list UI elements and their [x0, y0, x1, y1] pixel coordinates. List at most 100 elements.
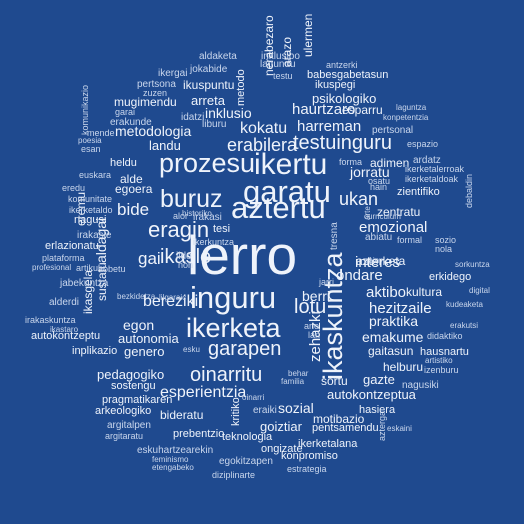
cloud-word: didaktiko [427, 331, 463, 341]
cloud-word: aztertu [231, 190, 326, 225]
cloud-word: esperientzia [160, 384, 247, 401]
cloud-word: argitalpen [107, 420, 151, 431]
cloud-word: autonomia [118, 331, 179, 346]
cloud-word: bideratu [160, 408, 204, 422]
cloud-word: curriculum [364, 212, 401, 221]
cloud-word: bide [117, 200, 150, 219]
cloud-word: aktibo [366, 284, 407, 301]
cloud-word: ulermen [301, 13, 315, 57]
cloud-word: autokontzeptua [327, 387, 416, 402]
cloud-word: forma [339, 157, 363, 167]
cloud-word: hasiera [359, 404, 396, 416]
cloud-word: heldu [110, 157, 137, 169]
cloud-word: kokatu [240, 120, 288, 137]
cloud-word: irakasi [193, 212, 222, 223]
cloud-word: landu [149, 138, 181, 153]
cloud-word: metodologia [115, 123, 192, 139]
cloud-word: ikergai [158, 68, 188, 79]
cloud-word: zuzen [143, 88, 168, 98]
cloud-word: etengabeko [152, 463, 194, 472]
cloud-word: sozio [435, 235, 457, 245]
cloud-word: mugimendu [114, 95, 177, 109]
cloud-word: artistiko [425, 356, 453, 365]
cloud-word: behar [288, 369, 309, 378]
cloud-word: ikasle [160, 246, 212, 268]
cloud-word: inguru [190, 280, 277, 315]
cloud-word: esan [81, 144, 101, 154]
cloud-word: egon [123, 317, 155, 333]
cloud-word: jokabide [190, 64, 228, 75]
cloud-word: erkidego [429, 271, 472, 283]
cloud-word: tesi [213, 223, 231, 235]
cloud-word: oinarri [242, 393, 265, 402]
cloud-word: genero [124, 344, 165, 359]
cloud-word: erabilera [227, 135, 298, 155]
cloud-word: idatzi [181, 112, 205, 123]
cloud-word: garatu [243, 174, 331, 209]
cloud-word: pentsamendu [312, 422, 379, 434]
cloud-word: esparru [342, 103, 383, 117]
cloud-word: lerro [187, 224, 298, 286]
cloud-word: historiko [182, 209, 212, 218]
cloud-word: haurtzaro [292, 101, 356, 118]
cloud-word: lagundu [260, 59, 296, 70]
cloud-word: konpetentzia [383, 113, 429, 122]
cloud-word: azterketa [356, 254, 406, 268]
cloud-word: komunitate [68, 194, 113, 204]
cloud-word: gaitasun [368, 344, 414, 358]
cloud-word: ikerkuntza [193, 237, 235, 247]
cloud-word: argitaratu [105, 431, 144, 441]
cloud-word: jarri [319, 277, 334, 287]
cloud-word: non [178, 260, 194, 270]
cloud-word: nagusi [74, 214, 107, 226]
cloud-word: izenburu [424, 365, 459, 375]
cloud-word: egoera [115, 182, 153, 196]
cloud-word: artikulu [76, 263, 106, 273]
cloud-word: harreman [297, 118, 362, 135]
cloud-word: lan [308, 330, 321, 340]
cloud-word: autokontzeptu [31, 330, 101, 342]
cloud-word: erakutsi [450, 321, 479, 330]
cloud-word: nola [435, 244, 453, 254]
cloud-word: tresna [329, 222, 340, 250]
cloud-word: ikertu [254, 148, 328, 181]
cloud-word: egokitzapen [219, 456, 273, 467]
cloud-word: eredu [62, 183, 86, 193]
cloud-word: hausnartu [420, 346, 469, 358]
cloud-word: praktika [369, 313, 419, 329]
cloud-word: liburu [202, 119, 227, 130]
cloud-word: babesgabetasun [307, 69, 389, 81]
cloud-word: pertsonal [372, 125, 414, 136]
cloud-word: alor [173, 211, 189, 221]
cloud-word: oinarritu [190, 364, 263, 386]
cloud-word: osatu [368, 176, 391, 186]
cloud-word: digital [469, 286, 490, 295]
cloud-word: kritiko [230, 397, 242, 426]
cloud-word: zentratu [377, 205, 421, 219]
cloud-word: aldaketa [199, 51, 237, 62]
cloud-word: estrategia [287, 464, 327, 474]
cloud-word: ikuspuntu [183, 78, 235, 92]
cloud-word: pertsona [137, 79, 176, 90]
cloud-word: psikologiko [312, 91, 377, 106]
cloud-word: alde [120, 172, 143, 186]
cloud-word: sorkuntza [455, 260, 490, 269]
cloud-word: irakaskuntza [25, 315, 76, 325]
cloud-word: sozial [278, 400, 314, 416]
cloud-word: laguntza [396, 103, 427, 112]
cloud-word: pedagogiko [97, 367, 165, 382]
cloud-word: ildo [176, 251, 192, 262]
cloud-word: ikerketalerroak [405, 164, 465, 174]
cloud-word: ondare [336, 267, 383, 284]
cloud-word: prebentzio [173, 428, 225, 440]
cloud-word: motibazio [313, 412, 365, 426]
cloud-word: ikerketaldo [69, 205, 113, 215]
cloud-word: erakunde [110, 117, 152, 128]
cloud-word: ikuspegi [315, 79, 356, 91]
cloud-word: eragin [148, 217, 210, 242]
cloud-word: arkeologiko [95, 405, 152, 417]
cloud-word: arlo [304, 321, 320, 331]
cloud-word: sostengu [111, 380, 156, 392]
cloud-word: alderdi [49, 297, 80, 308]
